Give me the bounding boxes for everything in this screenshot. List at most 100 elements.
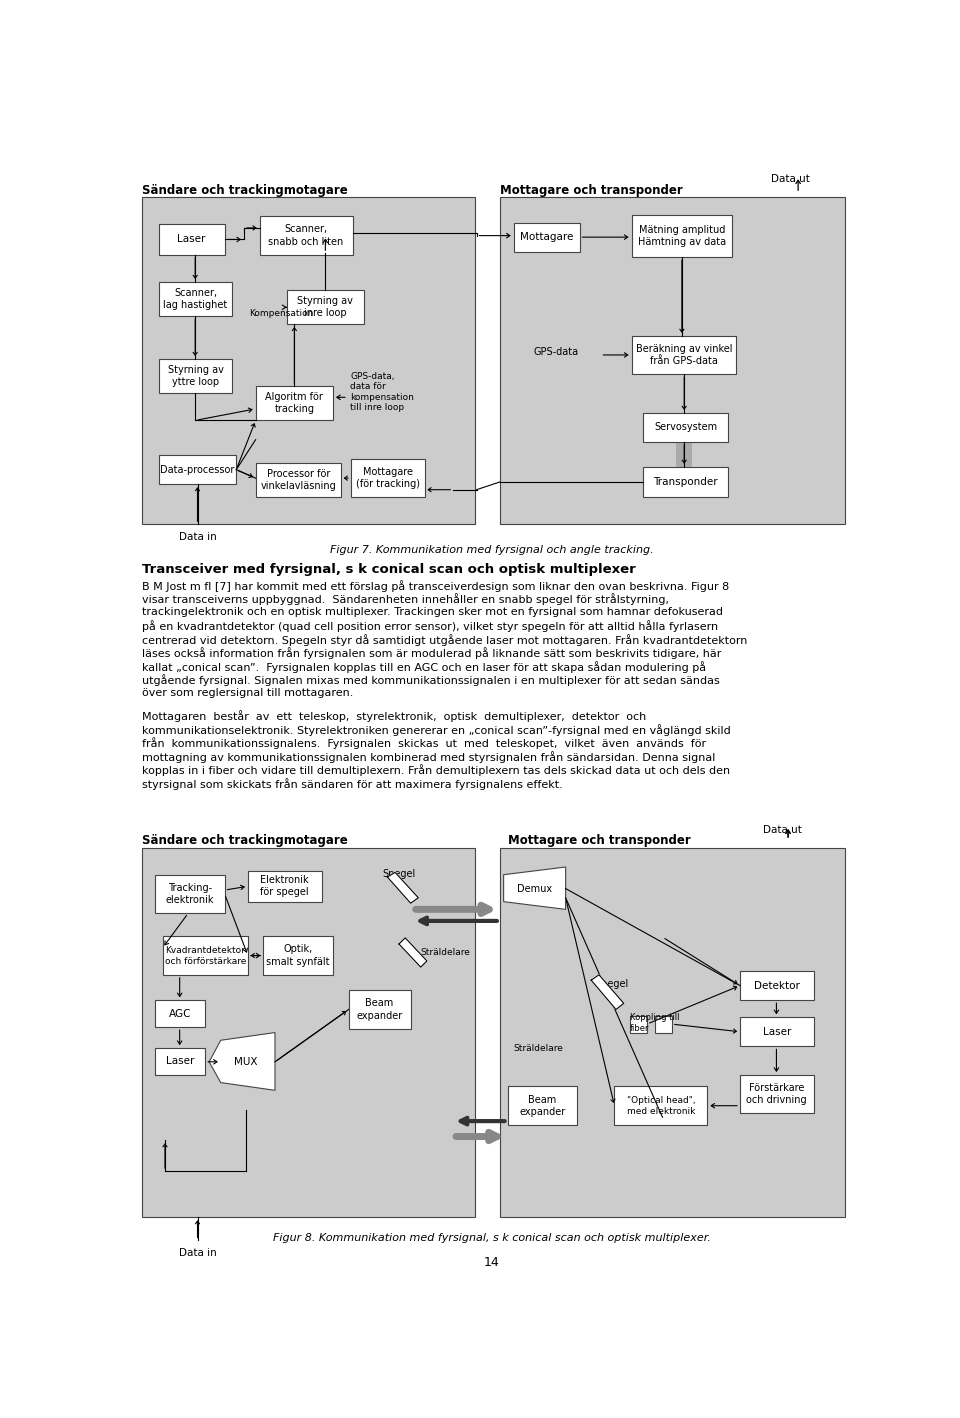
- Bar: [255, 386, 333, 420]
- Text: läses också information från fyrsignalen som är modulerad på liknande sätt som b: läses också information från fyrsignalen…: [142, 647, 721, 659]
- Bar: [500, 197, 845, 525]
- Text: Sändare och trackingmotagare: Sändare och trackingmotagare: [142, 184, 348, 197]
- Text: Detektor: Detektor: [754, 981, 800, 991]
- Bar: [158, 455, 236, 485]
- Text: Förstärkare
och drivning: Förstärkare och drivning: [747, 1083, 807, 1106]
- Text: kopplas in i fiber och vidare till demultiplexern. Från demultiplexern tas dels : kopplas in i fiber och vidare till demul…: [142, 764, 730, 776]
- Bar: [155, 875, 225, 913]
- Text: AGC: AGC: [169, 1008, 191, 1018]
- Bar: [351, 459, 424, 498]
- Text: Figur 8. Kommunikation med fyrsignal, s k conical scan och optisk multiplexer.: Figur 8. Kommunikation med fyrsignal, s …: [273, 1232, 711, 1242]
- Bar: [158, 224, 225, 255]
- Bar: [142, 848, 475, 1218]
- Text: Data ut: Data ut: [771, 174, 810, 184]
- Bar: [614, 1086, 708, 1124]
- Bar: [677, 442, 692, 467]
- Bar: [142, 197, 475, 525]
- Text: styrsignal som skickats från sändaren för att maximera fyrsignalens effekt.: styrsignal som skickats från sändaren fö…: [142, 777, 563, 790]
- Text: Spegel: Spegel: [382, 869, 416, 879]
- Text: kallat „conical scan”.  Fyrsignalen kopplas till en AGC och en laser för att ska: kallat „conical scan”. Fyrsignalen koppl…: [142, 661, 706, 672]
- Text: Tracking-
elektronik: Tracking- elektronik: [165, 883, 214, 905]
- Text: på en kvadrantdetektor (quad cell position error sensor), vilket styr spegeln fö: på en kvadrantdetektor (quad cell positi…: [142, 620, 718, 632]
- Bar: [514, 223, 580, 252]
- Text: trackingelektronik och en optisk multiplexer. Trackingen sker mot en fyrsignal s: trackingelektronik och en optisk multipl…: [142, 607, 723, 617]
- Bar: [643, 467, 729, 498]
- Bar: [632, 214, 732, 257]
- Text: Transponder: Transponder: [654, 476, 718, 486]
- Text: Optik,
smalt synfält: Optik, smalt synfält: [267, 944, 330, 967]
- Text: Laser: Laser: [178, 234, 205, 244]
- Bar: [263, 936, 333, 974]
- Text: "Optical head",
med elektronik: "Optical head", med elektronik: [627, 1096, 695, 1116]
- Text: Mottagare och transponder: Mottagare och transponder: [508, 834, 690, 847]
- Bar: [632, 336, 736, 374]
- Text: Figur 7. Kommunikation med fyrsignal och angle tracking.: Figur 7. Kommunikation med fyrsignal och…: [330, 545, 654, 556]
- Bar: [740, 1075, 814, 1113]
- Bar: [248, 871, 322, 902]
- Text: Scanner,
lag hastighet: Scanner, lag hastighet: [163, 288, 228, 311]
- Text: Transceiver med fyrsignal, s k conical scan och optisk multiplexer: Transceiver med fyrsignal, s k conical s…: [142, 563, 636, 576]
- Bar: [643, 413, 729, 442]
- Text: Sträldelare: Sträldelare: [514, 1044, 564, 1054]
- Text: GPS-data: GPS-data: [533, 347, 578, 357]
- Text: Mottagare: Mottagare: [520, 233, 573, 242]
- Bar: [158, 282, 232, 316]
- Bar: [740, 1017, 814, 1046]
- Text: Mottagare
(för tracking): Mottagare (för tracking): [356, 467, 420, 489]
- Text: visar transceiverns uppbyggnad.  Sändarenheten innehåller en snabb spegel för st: visar transceiverns uppbyggnad. Sändaren…: [142, 593, 669, 605]
- Text: Data ut: Data ut: [763, 825, 803, 835]
- Text: från  kommunikationssignalens.  Fyrsignalen  skickas  ut  med  teleskopet,  vilk: från kommunikationssignalens. Fyrsignale…: [142, 737, 706, 749]
- Text: Kvadrantdetektor
och förförstärkare: Kvadrantdetektor och förförstärkare: [164, 946, 246, 966]
- Bar: [740, 971, 814, 1000]
- Text: Spegel: Spegel: [595, 978, 629, 988]
- Bar: [155, 1000, 205, 1027]
- Text: Styrning av
yttre loop: Styrning av yttre loop: [168, 364, 224, 387]
- Text: Beräkning av vinkel
från GPS-data: Beräkning av vinkel från GPS-data: [636, 343, 732, 366]
- Text: Beam
expander: Beam expander: [356, 998, 403, 1021]
- Text: Mottagare och transponder: Mottagare och transponder: [500, 184, 683, 197]
- Bar: [259, 217, 352, 255]
- Text: Processor för
vinkelavläsning: Processor för vinkelavläsning: [260, 469, 336, 491]
- Text: Koppling till
fiber: Koppling till fiber: [630, 1014, 680, 1032]
- Text: Scanner,
snabb och liten: Scanner, snabb och liten: [269, 224, 344, 247]
- Text: GPS-data,
data för
kompensation
till inre loop: GPS-data, data för kompensation till inr…: [350, 372, 414, 413]
- Text: Data in: Data in: [179, 1248, 216, 1258]
- Text: kommunikationselektronik. Styrelektroniken genererar en „conical scan”-fyrsignal: kommunikationselektronik. Styrelektronik…: [142, 723, 731, 736]
- Text: 14: 14: [484, 1256, 500, 1269]
- Bar: [500, 848, 845, 1218]
- Polygon shape: [591, 974, 624, 1010]
- Text: över som reglersignal till mottagaren.: över som reglersignal till mottagaren.: [142, 688, 353, 698]
- Polygon shape: [504, 866, 565, 909]
- Bar: [287, 289, 364, 325]
- Text: Data-processor: Data-processor: [160, 465, 234, 475]
- Text: MUX: MUX: [234, 1056, 257, 1066]
- Text: utgående fyrsignal. Signalen mixas med kommunikationssignalen i en multiplexer f: utgående fyrsignal. Signalen mixas med k…: [142, 674, 719, 686]
- Polygon shape: [399, 937, 427, 967]
- Text: Styrning av
inre loop: Styrning av inre loop: [298, 295, 353, 318]
- Text: Mottagaren  består  av  ett  teleskop,  styrelektronik,  optisk  demultiplexer, : Mottagaren består av ett teleskop, styre…: [142, 710, 646, 722]
- Text: Sändare och trackingmotagare: Sändare och trackingmotagare: [142, 834, 348, 847]
- Bar: [255, 462, 341, 498]
- Text: Elektronik
för spegel: Elektronik för spegel: [260, 875, 309, 898]
- Bar: [155, 1048, 205, 1075]
- Text: centrerad vid detektorn. Spegeln styr då samtidigt utgående laser mot mottagaren: centrerad vid detektorn. Spegeln styr då…: [142, 634, 747, 645]
- Bar: [655, 1015, 672, 1032]
- Bar: [162, 936, 248, 974]
- Text: Beam
expander: Beam expander: [519, 1095, 565, 1117]
- Text: Servosystem: Servosystem: [654, 423, 717, 432]
- Text: Kompensation: Kompensation: [250, 309, 314, 318]
- Text: mottagning av kommunikationssignalen kombinerad med styrsignalen från sändarsida: mottagning av kommunikationssignalen kom…: [142, 750, 715, 763]
- Text: Sträldelare: Sträldelare: [420, 947, 470, 957]
- Text: Demux: Demux: [517, 883, 552, 893]
- Bar: [630, 1015, 647, 1032]
- Text: B M Jost m fl [7] har kommit med ett förslag på transceiverdesign som liknar den: B M Jost m fl [7] har kommit med ett för…: [142, 580, 729, 591]
- Polygon shape: [209, 1032, 275, 1090]
- Text: Algoritm för
tracking: Algoritm för tracking: [265, 391, 324, 414]
- Bar: [508, 1086, 577, 1124]
- Text: Laser: Laser: [166, 1056, 194, 1066]
- Text: Data in: Data in: [179, 532, 216, 542]
- Text: Mätning amplitud
Hämtning av data: Mätning amplitud Hämtning av data: [637, 225, 726, 247]
- Bar: [348, 990, 411, 1028]
- Bar: [158, 359, 232, 393]
- Polygon shape: [388, 872, 419, 903]
